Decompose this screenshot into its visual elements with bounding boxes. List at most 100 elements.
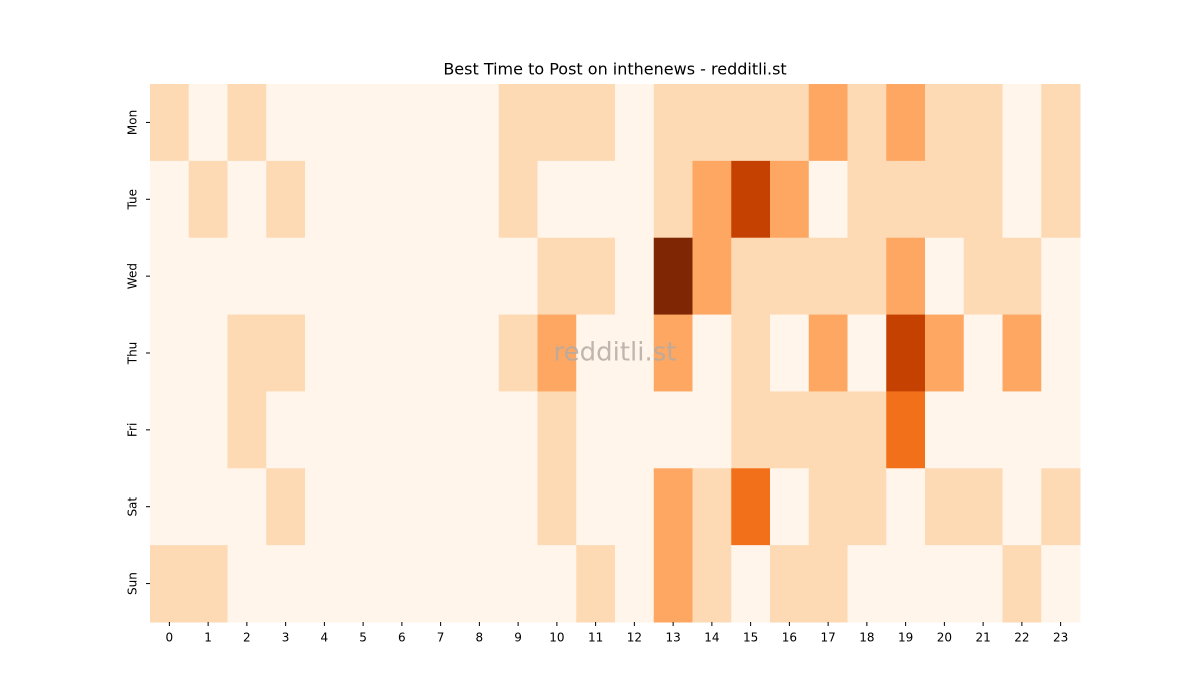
x-tick-label: 20	[937, 631, 952, 645]
heatmap-cell	[382, 468, 422, 546]
y-tick-label: Thu	[126, 342, 140, 366]
heatmap-cell	[382, 237, 422, 316]
heatmap-cell	[421, 84, 461, 162]
heatmap-cell	[731, 237, 771, 316]
heatmap-cell	[808, 391, 848, 469]
heatmap-cell	[963, 237, 1003, 316]
heatmap-cell	[925, 545, 965, 623]
heatmap-cell	[692, 545, 732, 623]
x-tick-label: 12	[627, 631, 642, 645]
heatmap-cell	[305, 84, 345, 162]
heatmap-cell	[963, 160, 1003, 239]
heatmap-cell	[770, 545, 810, 623]
heatmap-cell	[615, 84, 655, 162]
heatmap-cell	[615, 160, 655, 239]
heatmap-cell	[227, 391, 267, 469]
heatmap-cell	[886, 545, 926, 623]
heatmap-cell	[266, 84, 306, 162]
heatmap-cell	[266, 160, 306, 239]
heatmap-cell	[305, 160, 345, 239]
heatmap-cells	[150, 84, 1081, 623]
heatmap-cell	[421, 160, 461, 239]
heatmap-cell	[576, 468, 616, 546]
heatmap-cell	[188, 237, 228, 316]
heatmap-cell	[227, 160, 267, 239]
heatmap-cell	[305, 468, 345, 546]
heatmap-cell	[847, 314, 887, 392]
heatmap-cell	[731, 314, 771, 392]
heatmap-cell	[266, 545, 306, 623]
heatmap-cell	[343, 545, 383, 623]
x-tick-label: 23	[1053, 631, 1068, 645]
heatmap-cell	[460, 160, 500, 239]
heatmap-cell	[1002, 84, 1042, 162]
heatmap-cell	[653, 391, 693, 469]
heatmap-cell	[150, 84, 190, 162]
heatmap-cell	[537, 84, 577, 162]
y-tick-label: Sun	[126, 572, 140, 595]
heatmap-cell	[1002, 468, 1042, 546]
heatmap-cell	[460, 545, 500, 623]
heatmap-cell	[1002, 314, 1042, 392]
heatmap-cell	[653, 84, 693, 162]
heatmap-cell	[382, 391, 422, 469]
heatmap-cell	[886, 237, 926, 316]
x-tick-label: 11	[588, 631, 603, 645]
heatmap-cell	[537, 468, 577, 546]
heatmap-cell	[925, 237, 965, 316]
heatmap-cell	[615, 391, 655, 469]
x-tick-label: 22	[1014, 631, 1029, 645]
heatmap-cell	[498, 391, 538, 469]
x-tick-label: 9	[514, 631, 522, 645]
heatmap-cell	[886, 391, 926, 469]
heatmap-cell	[266, 237, 306, 316]
x-tick-label: 1	[204, 631, 212, 645]
x-tick-label: 21	[975, 631, 990, 645]
x-tick-label: 10	[549, 631, 564, 645]
heatmap-cell	[1041, 314, 1081, 392]
x-tick-label: 18	[859, 631, 874, 645]
heatmap-cell	[808, 237, 848, 316]
heatmap-cell	[963, 545, 1003, 623]
heatmap-cell	[731, 468, 771, 546]
x-tick-label: 15	[743, 631, 758, 645]
heatmap-cell	[770, 468, 810, 546]
heatmap-cell	[847, 84, 887, 162]
heatmap-cell	[421, 468, 461, 546]
heatmap-cell	[925, 84, 965, 162]
heatmap-cell	[615, 468, 655, 546]
heatmap-cell	[227, 237, 267, 316]
heatmap-cell	[576, 237, 616, 316]
heatmap-cell	[1041, 237, 1081, 316]
heatmap-cell	[537, 545, 577, 623]
heatmap-cell	[615, 314, 655, 392]
heatmap-cell	[382, 84, 422, 162]
heatmap-cell	[692, 314, 732, 392]
heatmap-cell	[770, 84, 810, 162]
heatmap-cell	[1002, 545, 1042, 623]
heatmap-cell	[382, 160, 422, 239]
heatmap-cell	[188, 314, 228, 392]
heatmap-cell	[886, 160, 926, 239]
heatmap-cell	[382, 314, 422, 392]
heatmap-cell	[150, 468, 190, 546]
heatmap-cell	[847, 468, 887, 546]
heatmap-cell	[808, 314, 848, 392]
heatmap-cell	[1041, 391, 1081, 469]
heatmap-cell	[266, 391, 306, 469]
heatmap-cell	[188, 160, 228, 239]
heatmap-cell	[1002, 160, 1042, 239]
x-tick-label: 16	[782, 631, 797, 645]
x-tick-label: 6	[398, 631, 406, 645]
heatmap-cell	[150, 545, 190, 623]
heatmap-cell	[731, 160, 771, 239]
heatmap-cell	[963, 84, 1003, 162]
heatmap-cell	[653, 314, 693, 392]
heatmap-cell	[576, 160, 616, 239]
heatmap-cell	[770, 237, 810, 316]
chart-title: Best Time to Post on inthenews - redditl…	[443, 60, 786, 79]
heatmap-cell	[576, 391, 616, 469]
heatmap-cell	[460, 468, 500, 546]
x-tick-label: 2	[243, 631, 251, 645]
